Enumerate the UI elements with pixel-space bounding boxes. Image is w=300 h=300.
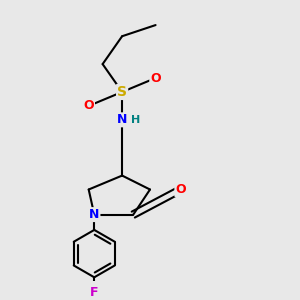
Text: O: O bbox=[83, 99, 94, 112]
Text: N: N bbox=[117, 113, 127, 126]
Text: H: H bbox=[131, 115, 141, 125]
Text: O: O bbox=[150, 71, 161, 85]
Text: O: O bbox=[175, 183, 186, 196]
Text: F: F bbox=[90, 286, 98, 299]
Text: N: N bbox=[89, 208, 99, 221]
Text: S: S bbox=[117, 85, 127, 99]
